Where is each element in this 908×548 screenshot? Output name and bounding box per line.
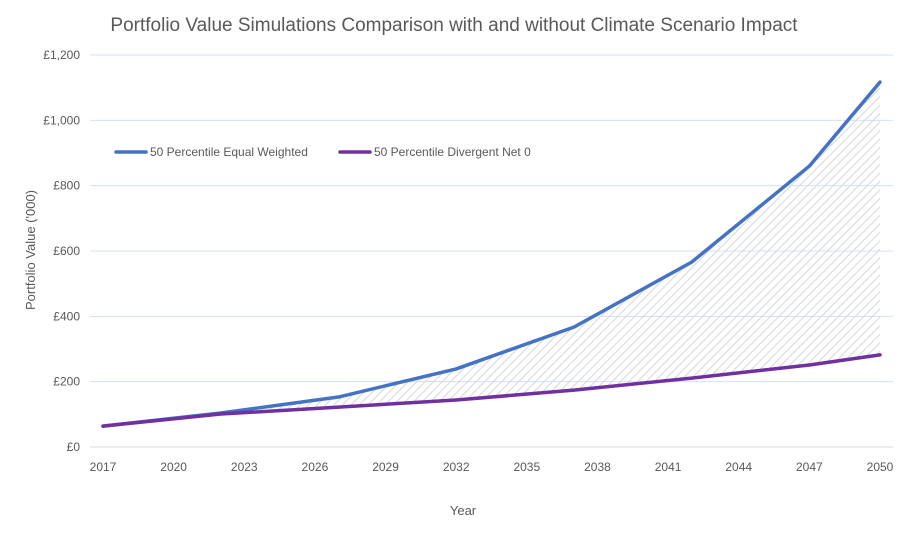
x-tick-label: 2023 [231,460,258,474]
difference-fill-area [103,82,880,427]
x-tick-label: 2029 [372,460,399,474]
series-line-1 [101,353,882,428]
series-line-0 [101,80,882,428]
x-tick-label: 2020 [160,460,187,474]
y-tick-label: £0 [67,440,81,454]
chart-title: Portfolio Value Simulations Comparison w… [110,15,798,36]
y-tick-label: £200 [53,375,80,389]
x-tick-label: 2017 [90,460,117,474]
x-tick-label: 2026 [302,460,329,474]
x-tick-label: 2047 [796,460,823,474]
x-tick-label: 2041 [655,460,682,474]
y-tick-label: £1,000 [43,113,80,127]
y-axis-label: Portfolio Value ('000) [23,190,38,310]
legend-label: 50 Percentile Divergent Net 0 [374,145,531,159]
x-tick-label: 2038 [584,460,611,474]
x-tick-label: 2050 [867,460,894,474]
y-tick-label: £1,200 [43,48,80,62]
x-tick-label: 2032 [443,460,470,474]
x-axis-label: Year [450,503,477,518]
legend: 50 Percentile Equal Weighted 50 Percentil… [114,145,531,159]
x-tick-label: 2044 [725,460,752,474]
y-tick-label: £600 [53,244,80,258]
x-tick-label: 2035 [513,460,540,474]
legend-label: 50 Percentile Equal Weighted [150,145,308,159]
y-tick-label: £800 [53,179,80,193]
y-tick-label: £400 [53,309,80,323]
